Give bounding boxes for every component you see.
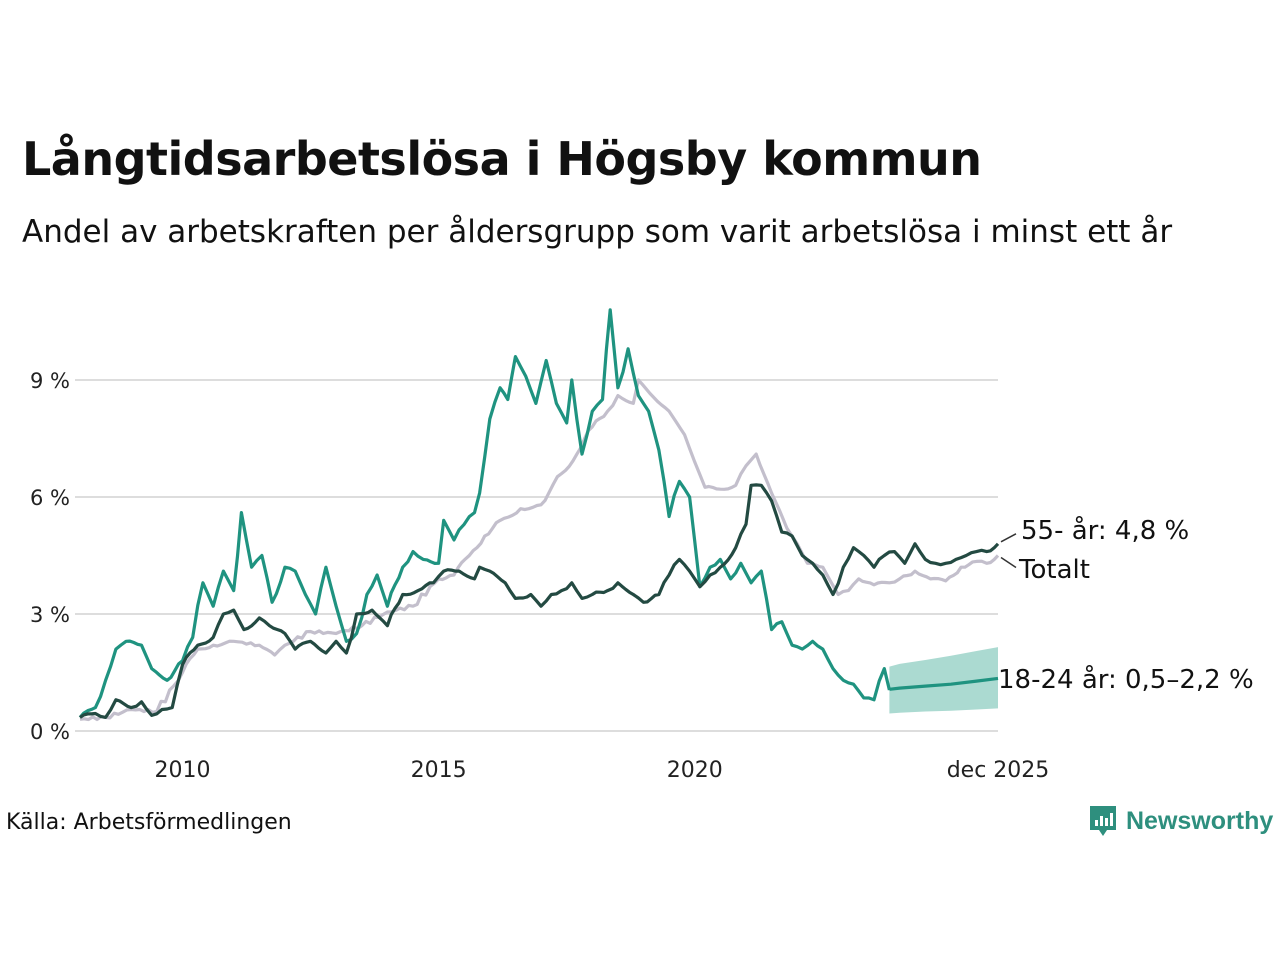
newsworthy-logo[interactable]: Newsworthy <box>1088 804 1273 838</box>
source-note: Källa: Arbetsförmedlingen <box>6 810 292 835</box>
newsworthy-logo-icon <box>1090 806 1116 836</box>
series-lines <box>78 308 1000 722</box>
y-tick-label: 9 % <box>30 369 70 393</box>
end-labels: 55- år: 4,8 % Totalt 18-24 år: 0,5–2,2 % <box>998 515 1254 695</box>
label-18-24-ar: 18-24 år: 0,5–2,2 % <box>998 664 1254 695</box>
brand-name: Newsworthy <box>1126 806 1274 835</box>
series-line-youth-forecast <box>889 676 999 691</box>
y-tick-label: 0 % <box>30 720 70 744</box>
label-55-ar: 55- år: 4,8 % <box>1021 515 1189 546</box>
chart-title: Långtidsarbetslösa i Högsby kommun <box>22 132 982 186</box>
x-tick-label: 2010 <box>154 758 210 783</box>
x-tick-label: dec 2025 <box>947 758 1050 783</box>
x-tick-label: 2020 <box>667 758 723 783</box>
forecast-band <box>889 647 998 714</box>
grid-lines <box>75 379 998 732</box>
leader-55 <box>1000 533 1017 543</box>
y-axis-labels: 0 % 3 % 6 % 9 % <box>30 369 70 744</box>
y-tick-label: 6 % <box>30 486 70 510</box>
series-line-total <box>79 378 1000 722</box>
label-totalt: Totalt <box>1018 555 1090 585</box>
series-line-older <box>79 483 1000 719</box>
series-line-youth <box>78 308 891 719</box>
y-tick-label: 3 % <box>30 603 70 627</box>
chart-subtitle: Andel av arbetskraften per åldersgrupp s… <box>22 214 1173 250</box>
x-axis-labels: 2010 2015 2020 dec 2025 <box>154 758 1049 783</box>
leader-totalt <box>1000 556 1017 569</box>
x-tick-label: 2015 <box>411 758 467 783</box>
forecast-confidence-band <box>889 647 998 714</box>
